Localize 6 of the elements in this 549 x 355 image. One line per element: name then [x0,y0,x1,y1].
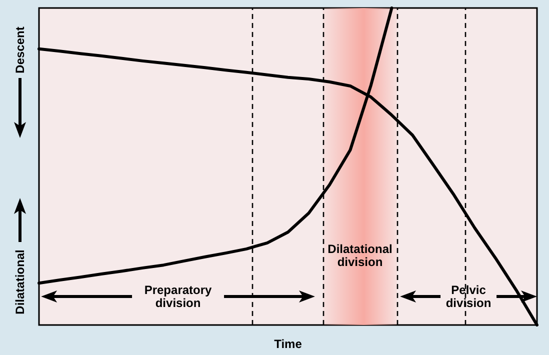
annotation: Pelvic division [446,282,492,310]
text: Dilatational [13,250,27,314]
text: Descent [13,26,27,74]
x-axis-title: Time [274,337,302,351]
annotation: Dilatational division [328,242,392,269]
annotation: Preparatory division [144,282,212,310]
